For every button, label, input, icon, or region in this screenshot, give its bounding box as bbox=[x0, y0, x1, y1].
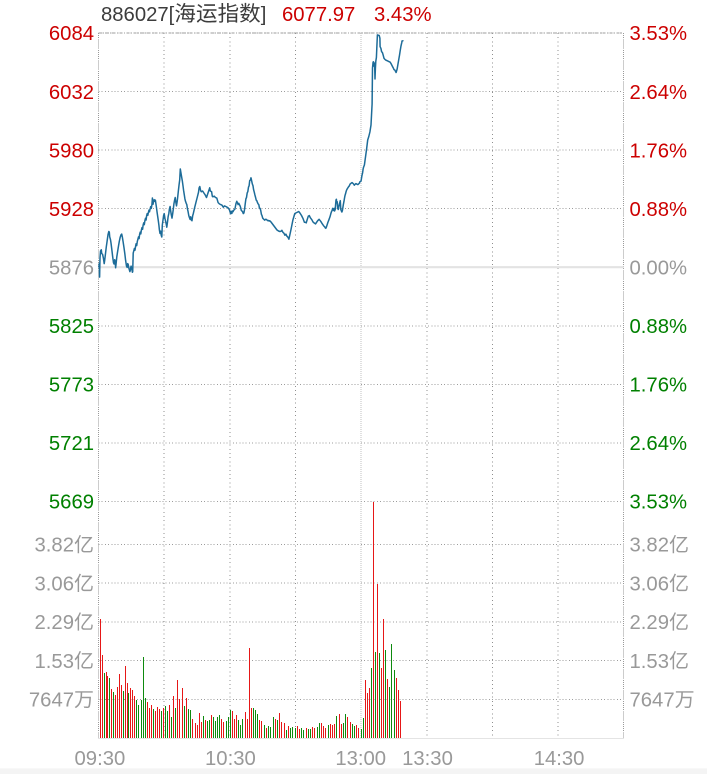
svg-text:2.29: 2.29 bbox=[35, 612, 74, 634]
svg-text:6084: 6084 bbox=[49, 23, 94, 45]
svg-text:1.76%: 1.76% bbox=[630, 375, 688, 397]
svg-text:14:30: 14:30 bbox=[534, 748, 585, 770]
svg-text:3.82: 3.82 bbox=[35, 535, 74, 557]
svg-text:13:00: 13:00 bbox=[335, 748, 386, 770]
svg-text:5825: 5825 bbox=[49, 316, 94, 338]
svg-text:5980: 5980 bbox=[49, 140, 94, 162]
svg-text:09:30: 09:30 bbox=[75, 748, 126, 770]
svg-text:1.53: 1.53 bbox=[630, 651, 669, 673]
svg-text:10:30: 10:30 bbox=[205, 748, 256, 770]
svg-text:3.06: 3.06 bbox=[35, 573, 74, 595]
svg-text:1.76%: 1.76% bbox=[630, 140, 688, 162]
svg-text:3.53%: 3.53% bbox=[630, 23, 688, 45]
svg-text:5773: 5773 bbox=[49, 375, 94, 397]
svg-text:0.00%: 0.00% bbox=[630, 257, 688, 279]
svg-text:7647: 7647 bbox=[29, 690, 74, 712]
svg-text:5721: 5721 bbox=[49, 433, 94, 455]
svg-text:3.43%: 3.43% bbox=[374, 4, 432, 26]
svg-text:7647: 7647 bbox=[630, 690, 675, 712]
svg-text:886027[: 886027[ bbox=[101, 4, 175, 26]
svg-text:2.29: 2.29 bbox=[630, 612, 669, 634]
svg-text:5669: 5669 bbox=[49, 492, 94, 514]
svg-text:2.64%: 2.64% bbox=[630, 433, 688, 455]
svg-text:3.53%: 3.53% bbox=[630, 492, 688, 514]
svg-text:]: ] bbox=[261, 4, 267, 26]
svg-text:5928: 5928 bbox=[49, 199, 94, 221]
svg-text:13:30: 13:30 bbox=[402, 748, 453, 770]
svg-text:3.06: 3.06 bbox=[630, 573, 669, 595]
svg-text:6077.97: 6077.97 bbox=[282, 4, 355, 26]
svg-text:6032: 6032 bbox=[49, 82, 94, 104]
svg-text:5876: 5876 bbox=[49, 257, 94, 279]
svg-text:0.88%: 0.88% bbox=[630, 199, 688, 221]
svg-text:2.64%: 2.64% bbox=[630, 82, 688, 104]
svg-text:3.82: 3.82 bbox=[630, 535, 669, 557]
svg-text:1.53: 1.53 bbox=[35, 651, 74, 673]
svg-text:0.88%: 0.88% bbox=[630, 316, 688, 338]
